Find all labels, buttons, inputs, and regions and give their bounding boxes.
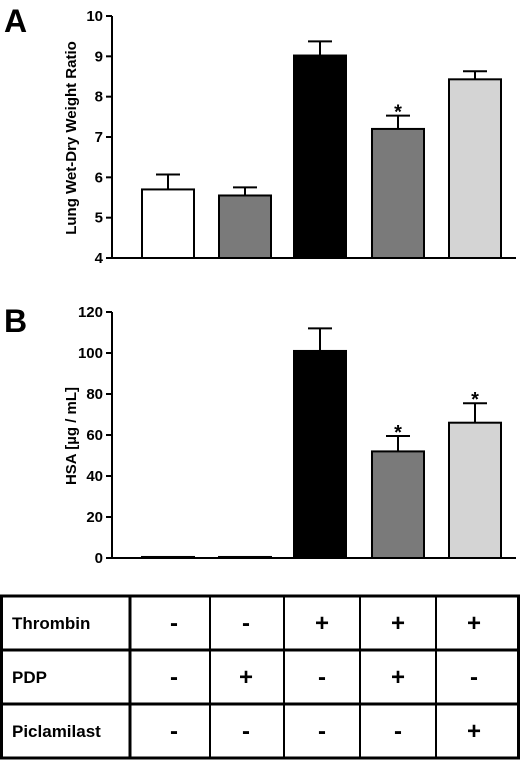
panel-b-significance-star: * <box>471 389 479 411</box>
panel-b-bar <box>448 421 502 560</box>
panel-b-y-tick-label: 40 <box>86 468 103 485</box>
panel-b-y-tick-label: 0 <box>95 550 103 567</box>
panel-b-y-tick-label: 60 <box>86 427 103 444</box>
table-cell-sign: - <box>318 664 326 691</box>
table-row-label: Piclamilast <box>12 722 101 741</box>
panel-a-y-tick-label: 5 <box>95 210 103 227</box>
condition-table: Thrombin - - + + + PDP - + - + - Piclamilast - - - - + <box>0 594 520 760</box>
panel-a-y-tick-label: 10 <box>86 8 103 25</box>
table-row-label: Thrombin <box>12 614 90 633</box>
table-cell-sign: + <box>239 664 253 691</box>
panel-a-bar <box>371 127 425 259</box>
table-cell-sign: + <box>391 610 405 637</box>
table-cell-sign: + <box>467 718 481 745</box>
panel-a-bar <box>293 54 347 259</box>
table-cell-sign: - <box>242 718 250 745</box>
panel-b-bar <box>293 349 347 560</box>
table-cell-sign: - <box>170 610 178 637</box>
panel-a-y-tick-label: 8 <box>95 89 103 106</box>
panel-b-y-axis-label: HSA [µg / mL] <box>63 387 80 485</box>
panel-b-letter: B <box>4 303 27 339</box>
panel-b-y-tick-label: 20 <box>86 509 103 526</box>
table-cell-sign: + <box>315 610 329 637</box>
panel-b-bar <box>371 450 425 559</box>
table-cell-sign: - <box>318 718 326 745</box>
panel-a-bar <box>448 78 502 259</box>
panel-b-bar <box>141 555 195 559</box>
panel-a: A Lung Wet-Dry Weight Ratio 4 5 6 7 8 9 10 * <box>4 3 516 267</box>
panel-b-significance-star: * <box>394 422 402 444</box>
panel-b-y-tick-label: 80 <box>86 386 103 403</box>
table-cell-sign: - <box>470 664 478 691</box>
table-cell-sign: - <box>394 718 402 745</box>
panel-b-y-tick-label: 100 <box>78 345 103 362</box>
table-border <box>0 594 520 760</box>
table-cell-sign: + <box>391 664 405 691</box>
table-cell-sign: - <box>170 664 178 691</box>
panel-b: B HSA [µg / mL] 0 20 40 60 80 100 120 * * <box>4 303 516 567</box>
panel-a-letter: A <box>4 3 27 39</box>
panel-a-y-tick-label: 4 <box>95 250 104 267</box>
panel-a-y-axis-label: Lung Wet-Dry Weight Ratio <box>63 41 80 235</box>
panel-a-y-tick-label: 9 <box>95 48 103 65</box>
table-row-label: PDP <box>12 668 47 687</box>
panel-a-y-tick-label: 7 <box>95 129 103 146</box>
panel-a-bar <box>218 194 272 260</box>
table-cell-sign: - <box>242 610 250 637</box>
panel-b-bar <box>218 555 272 559</box>
panel-b-y-tick-label: 120 <box>78 304 103 321</box>
table-cell-sign: + <box>467 610 481 637</box>
table-cell-sign: - <box>170 718 178 745</box>
panel-a-bar <box>141 188 195 259</box>
panel-a-significance-star: * <box>394 102 402 124</box>
panel-a-y-tick-label: 6 <box>95 169 103 186</box>
